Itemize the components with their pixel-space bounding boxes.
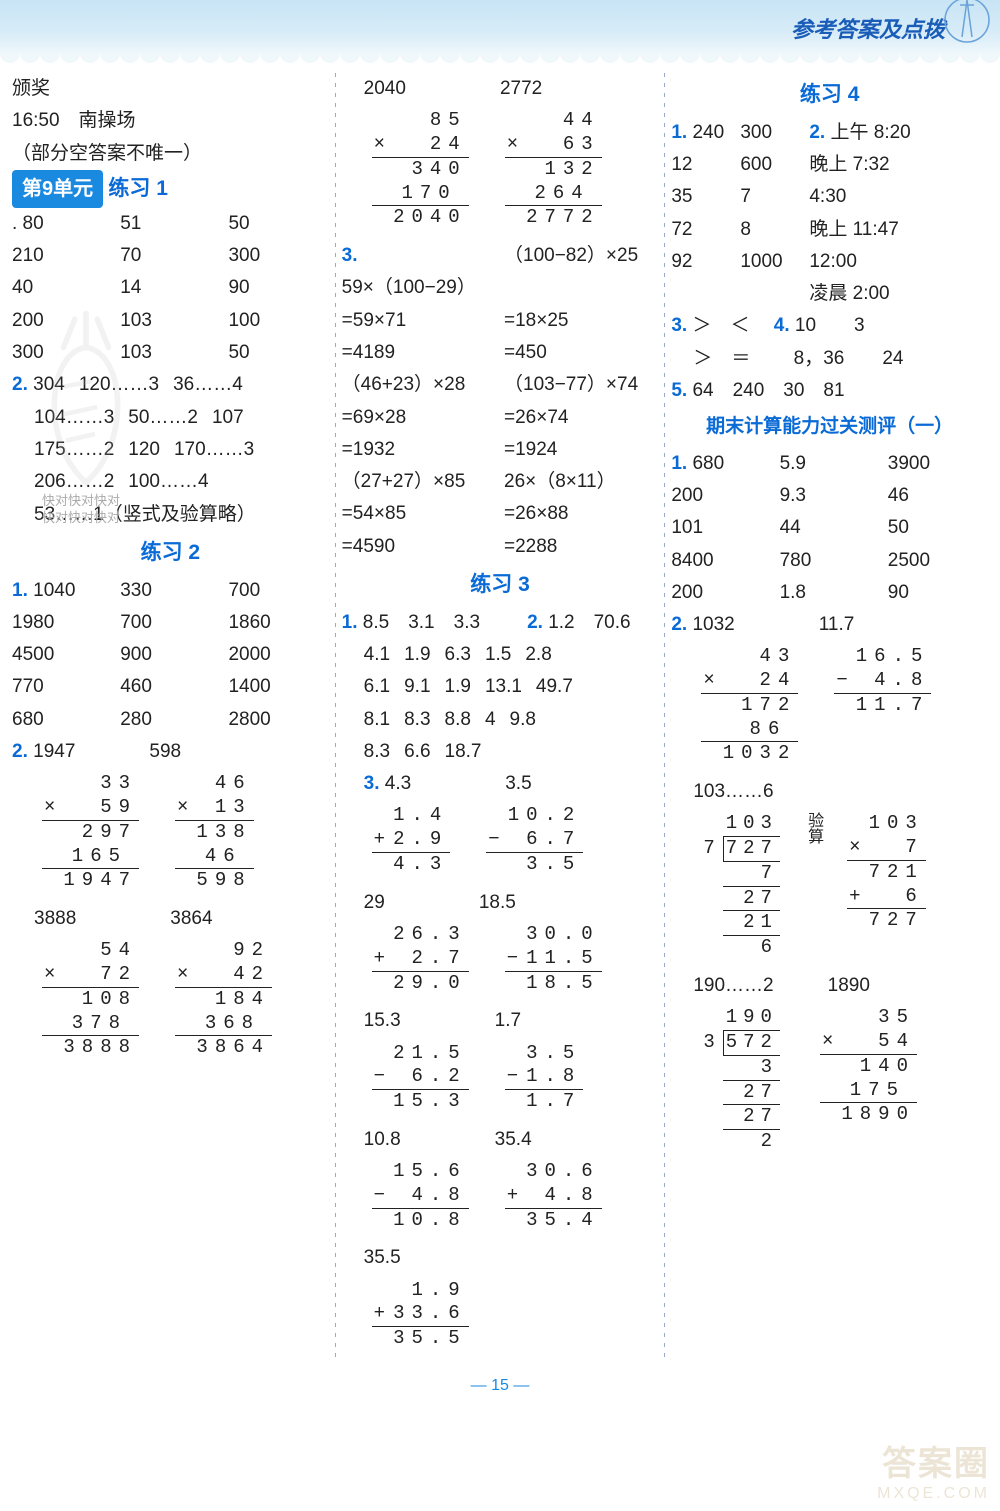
unit-9-heading: 第9单元 练习 1 (12, 170, 329, 208)
final-q2: 2. 1032 11.7 (671, 609, 988, 641)
value: ＞ ＝ (693, 348, 750, 369)
vertical-calc-pair: 33 ×59 297 165 1947 46 ×13 138 46 598 (12, 772, 329, 893)
mult-vertical: 33 ×59 297 165 1947 (42, 772, 139, 893)
practice4-grid: 1. 2403002. 上午 8:2012600晚上 7:323574:3072… (671, 117, 988, 311)
practice-title: 练习 2 (12, 535, 329, 571)
q5-row: 5. 64 240 30 81 (671, 375, 988, 407)
value: 190……2 (693, 970, 773, 1002)
answer-row: 190……2 1890 (671, 970, 988, 1002)
mult-vertical: 92 ×42 184 368 3864 (175, 939, 272, 1060)
unit-tag: 第9单元 (12, 170, 103, 208)
vertical-calc-pair: 190 3572327272 35 ×54 140 175 1890 (671, 1006, 988, 1154)
sub-vertical: 16.5 −4.8 11.7 (834, 645, 931, 766)
column-1: 快对快对快对快对快对快对 颁奖 16:50 南操场 （部分空答案不唯一） 第9单… (6, 73, 335, 1361)
vertical-calc-pair: 54 ×72 108 378 3888 92 ×42 184 368 3864 (12, 939, 329, 1060)
text-line: 颁奖 (12, 73, 329, 105)
footer-watermark: 答案圈 MXQE.COM (877, 1436, 990, 1503)
practice1-q1-grid: . 8051502107030040149020010310030010350 (12, 208, 329, 369)
text-line: 16:50 南操场 (12, 105, 329, 137)
value: 1890 (828, 970, 870, 1002)
page-number: — 15 — (0, 1377, 1000, 1395)
column-2: 2040 2772 85 ×24 340 170 2040 44 ×63 132… (336, 73, 665, 1361)
value: 2772 (500, 73, 542, 105)
value: 598 (149, 736, 181, 768)
final-test-title: 期末计算能力过关测评（一） (671, 411, 988, 443)
column-3: 练习 4 1. 2403002. 上午 8:2012600晚上 7:323574… (665, 73, 994, 1361)
answer-row: 2040 2772 (342, 73, 659, 105)
final-q1-grid: 1. 6805.939002009.3461014450840078025002… (671, 448, 988, 609)
check-vertical: 103 ×7 721 +6 727 (847, 812, 926, 960)
check-label: 验算 (800, 812, 827, 960)
answer-row: 3888 3864 (12, 903, 329, 935)
content-columns: 快对快对快对快对快对快对 颁奖 16:50 南操场 （部分空答案不唯一） 第9单… (0, 55, 1000, 1371)
value: 2040 (364, 73, 406, 105)
practice2-q2: 2. 1947 598 (12, 736, 329, 768)
vertical-calc-pair: 43 ×24 172 86 1032 16.5 −4.8 11.7 (671, 645, 988, 766)
value: 1032 (692, 614, 734, 635)
value: ＞ ＜ (692, 315, 749, 336)
mult-vertical: 44 ×63 132 264 2772 (505, 109, 602, 230)
longdiv-vertical: 190 3572327272 (701, 1006, 780, 1154)
header-banner: 参考答案及点拨 (0, 0, 1000, 55)
mult-vertical: 54 ×72 108 378 3888 (42, 939, 139, 1060)
compass-icon (942, 0, 992, 45)
q3-q4-row2: ＞ ＝ 8，36 24 (671, 343, 988, 375)
longdiv-vertical: 103 7727727216 (701, 812, 780, 960)
practice-title: 练习 3 (342, 567, 659, 603)
value: 1947 (33, 741, 75, 762)
vertical-calc-pair: 85 ×24 340 170 2040 44 ×63 132 264 2772 (342, 109, 659, 230)
value: 3864 (170, 903, 212, 935)
q3-q4-row: 3. ＞ ＜ 4. 10 3 (671, 310, 988, 342)
practice2-q1-grid: 1. 1040330700198070018604500900200077046… (12, 575, 329, 736)
practice3-q3-verticals: 3. 4.33.5 1.4 +2.9 4.3 10.2 −6.7 3.5 291… (342, 768, 659, 1351)
mult-vertical: 46 ×13 138 46 598 (175, 772, 254, 893)
mult-vertical: 35 ×54 140 175 1890 (820, 1006, 917, 1154)
q3-expressions: 3. 59×（100−29）（100−82）×25=59×71=18×25=41… (342, 240, 659, 563)
value: 64 240 30 81 (692, 380, 844, 401)
practice-title: 练习 4 (671, 77, 988, 113)
mult-vertical: 85 ×24 340 170 2040 (372, 109, 469, 230)
mult-vertical: 43 ×24 172 86 1032 (701, 645, 798, 766)
value: 11.7 (819, 609, 855, 641)
page-title: 参考答案及点拨 (791, 12, 945, 44)
value: 10 3 (795, 315, 865, 336)
value: 103……6 (671, 776, 988, 808)
value: 8，36 24 (794, 348, 904, 369)
text-line: （部分空答案不唯一） (12, 138, 329, 170)
practice-title: 练习 1 (108, 177, 168, 200)
page-number-value: 15 (491, 1377, 509, 1394)
practice1-q2: 2. 304120……336……4 104……350……2107 175……21… (12, 369, 329, 530)
division-check-pair: 103 7727727216 验算 103 ×7 721 +6 727 (671, 812, 988, 960)
practice3-rows: 1. 8.5 3.1 3.3 2. 1.2 70.64.11.96.31.52.… (342, 607, 659, 768)
value: 3888 (34, 903, 76, 935)
